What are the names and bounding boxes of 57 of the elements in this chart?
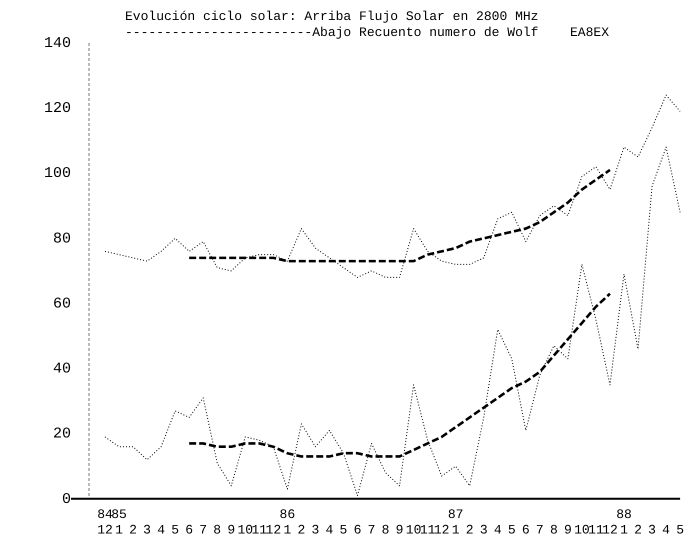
x-tick-label: 8 bbox=[382, 522, 390, 538]
y-tick-label: 80 bbox=[52, 230, 72, 248]
x-tick-label: 12 bbox=[266, 522, 282, 538]
x-tick-label: 5 bbox=[508, 522, 516, 538]
line-series bbox=[104, 94, 681, 278]
x-tick-label: 12 bbox=[602, 522, 618, 538]
x-tick-label: 7 bbox=[368, 522, 376, 538]
x-tick-label: 5 bbox=[676, 522, 684, 538]
y-tick-label: 140 bbox=[44, 34, 72, 52]
x-tick-label: 8 bbox=[550, 522, 558, 538]
x-tick-label: 4 bbox=[662, 522, 670, 538]
y-tick-label: 100 bbox=[44, 165, 72, 182]
x-tick-label: 11 bbox=[588, 522, 604, 538]
x-tick-label: 5 bbox=[171, 522, 180, 538]
chart-title: Evolución ciclo solar: Arriba Flujo Solar en 2800 MHz bbox=[125, 9, 538, 24]
x-tick-label: 11 bbox=[420, 522, 436, 538]
x-tick-label: 2 bbox=[466, 522, 474, 538]
x-tick-label: 86 1 bbox=[280, 507, 296, 538]
chart-subtitle: ------------------------Abajo Recuento numero de Wolf bbox=[125, 25, 538, 40]
x-tick-label: 2 bbox=[129, 522, 137, 538]
x-tick-label: 9 bbox=[227, 522, 236, 538]
x-tick-label: 4 bbox=[326, 522, 334, 538]
x-tick-label: 8 bbox=[213, 522, 222, 538]
x-tick-label: 3 bbox=[648, 522, 656, 538]
x-tick-label: 7 bbox=[199, 522, 208, 538]
x-tick-label: 6 bbox=[522, 522, 530, 538]
x-tick-label: 10 bbox=[237, 522, 254, 538]
x-tick-label: 84 12 bbox=[97, 507, 113, 538]
x-tick-label: 11 bbox=[251, 522, 268, 538]
x-tick-label: 10 bbox=[406, 522, 422, 538]
text: EA8EX bbox=[570, 25, 610, 40]
x-tick-label: 3 bbox=[143, 522, 151, 538]
y-tick-label: 0 bbox=[62, 490, 72, 508]
x-tick-label: 88 1 bbox=[616, 507, 632, 538]
line-series bbox=[188, 168, 612, 262]
x-tick-label: 5 bbox=[340, 522, 348, 538]
x-tick-label: 2 bbox=[634, 522, 642, 538]
x-tick-label: 3 bbox=[312, 522, 320, 538]
x-tick-label: 4 bbox=[494, 522, 502, 538]
x-tick-label: 10 bbox=[574, 522, 590, 538]
x-tick-label: 87 1 bbox=[448, 507, 464, 538]
x-tick-label: 6 bbox=[354, 522, 362, 538]
y-tick-label: 120 bbox=[44, 100, 72, 118]
x-tick-label: 9 bbox=[564, 522, 572, 538]
x-tick-label: 85 1 bbox=[111, 507, 127, 538]
x-tick-label: 4 bbox=[157, 522, 166, 538]
x-tick-label: 9 bbox=[396, 522, 404, 538]
x-tick-label: 6 bbox=[185, 522, 194, 538]
line-series bbox=[188, 292, 612, 458]
x-tick-label: 2 bbox=[297, 522, 306, 538]
line-series bbox=[104, 146, 681, 496]
y-tick-label: 60 bbox=[52, 295, 72, 312]
y-tick-label: 40 bbox=[52, 360, 72, 378]
x-tick-label: 3 bbox=[480, 522, 488, 538]
y-tick-label: 20 bbox=[52, 426, 72, 443]
x-tick-label: 12 bbox=[434, 522, 450, 538]
x-tick-label: 7 bbox=[536, 522, 544, 538]
